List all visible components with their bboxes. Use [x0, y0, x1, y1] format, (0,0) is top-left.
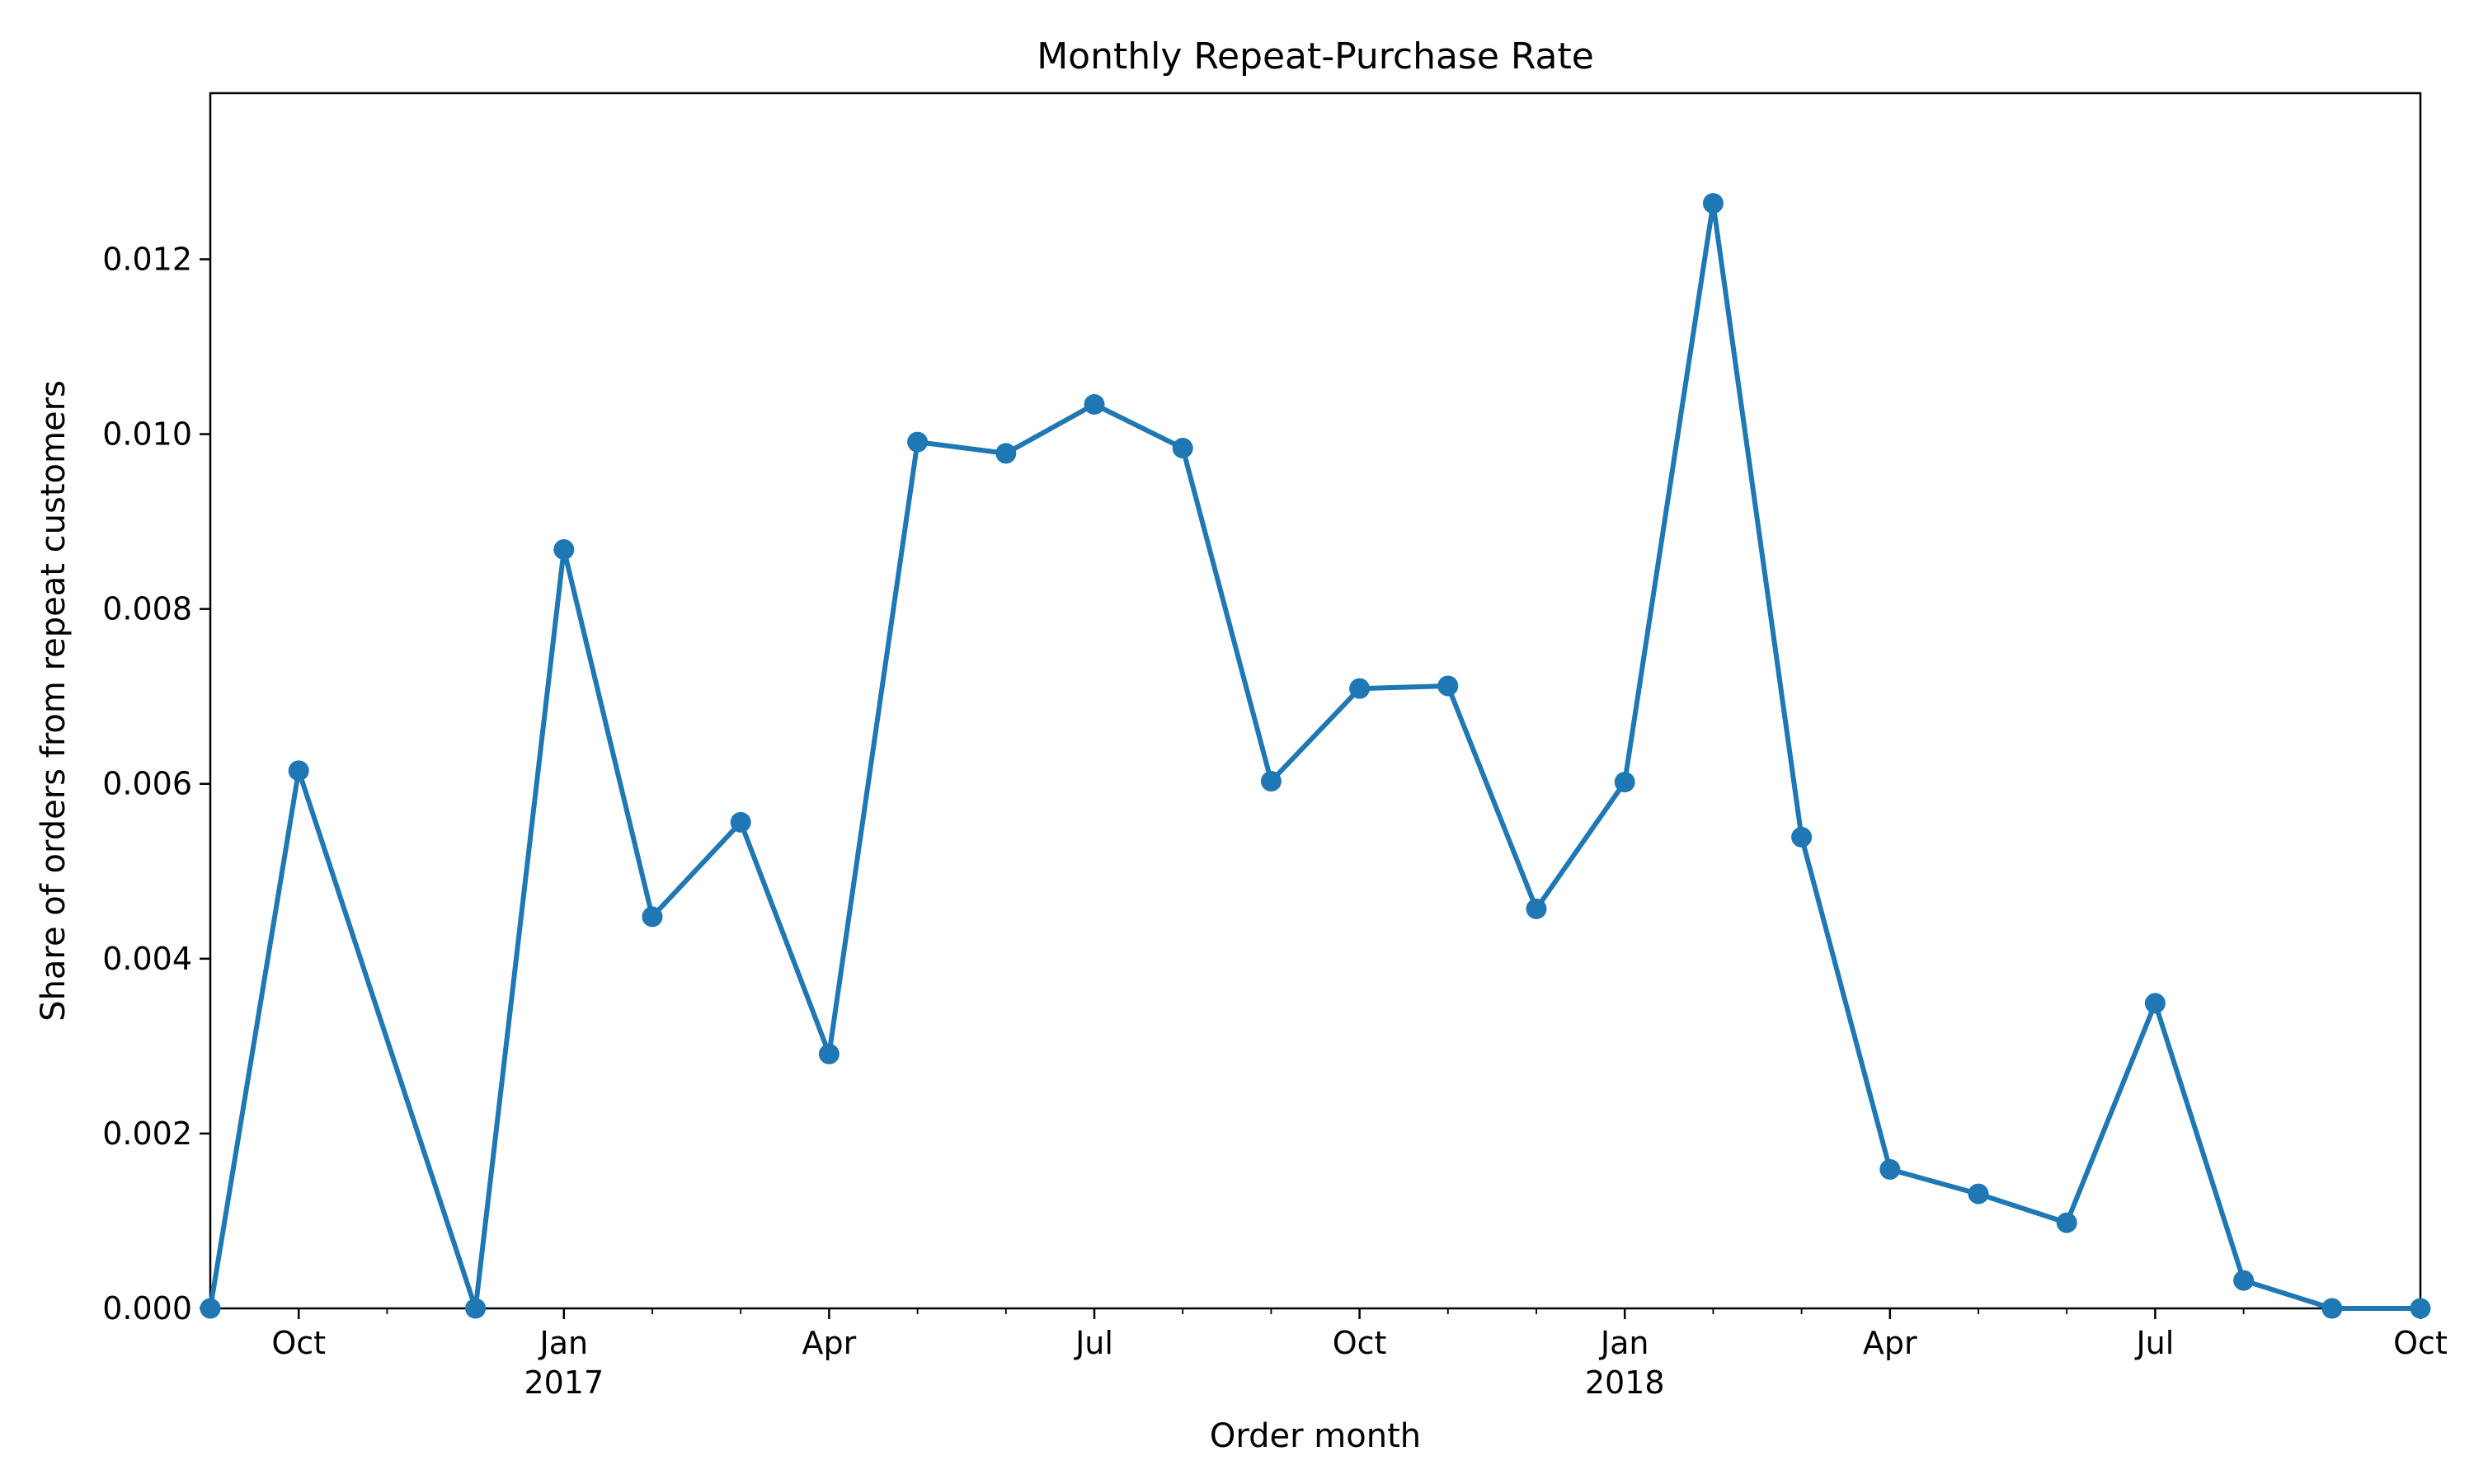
x-tick-year-label: 2017	[524, 1364, 604, 1401]
data-point	[995, 443, 1017, 464]
data-point	[1614, 772, 1635, 793]
x-tick-label: Jan	[1599, 1325, 1649, 1361]
data-point	[818, 1043, 840, 1064]
data-point	[1084, 394, 1105, 416]
x-tick-label: Jul	[2134, 1325, 2174, 1361]
data-point	[1349, 678, 1371, 699]
x-tick-year-label: 2018	[1585, 1364, 1665, 1401]
data-point	[1437, 675, 1459, 697]
chart-title: Monthly Repeat-Purchase Rate	[1037, 35, 1594, 77]
y-tick-label: 0.004	[102, 941, 192, 977]
data-point	[907, 431, 929, 453]
data-point	[2233, 1270, 2255, 1291]
y-axis-label: Share of orders from repeat customers	[35, 380, 73, 1021]
data-point	[1526, 898, 1547, 919]
y-tick-label: 0.008	[102, 591, 192, 627]
x-tick-label: Jul	[1074, 1325, 1113, 1361]
y-axis: 0.000 0.002 0.004 0.006 0.008 0.010 0.012	[102, 241, 210, 1327]
x-tick-label: Jan	[539, 1325, 589, 1361]
data-point	[1968, 1183, 1989, 1205]
x-tick-label: Oct	[271, 1325, 326, 1361]
x-tick-label: Oct	[2393, 1325, 2448, 1361]
data-point	[1791, 826, 1813, 848]
data-point	[1879, 1158, 1901, 1180]
data-point	[465, 1298, 487, 1319]
data-point	[2410, 1298, 2431, 1319]
data-point	[2321, 1298, 2343, 1319]
x-tick-label: Oct	[1333, 1325, 1387, 1361]
x-axis-label: Order month	[1210, 1417, 1421, 1455]
data-point	[2144, 993, 2166, 1014]
data-point	[2056, 1212, 2077, 1233]
y-tick-label: 0.000	[102, 1290, 192, 1327]
data-point	[642, 906, 663, 928]
y-tick-label: 0.006	[102, 766, 192, 802]
y-tick-label: 0.010	[102, 416, 192, 453]
series-points	[200, 193, 2431, 1319]
data-point	[200, 1298, 221, 1319]
x-tick-label: Apr	[1863, 1325, 1917, 1361]
y-tick-label: 0.002	[102, 1115, 192, 1152]
data-point	[553, 539, 575, 561]
x-tick-label: Apr	[802, 1325, 857, 1361]
data-point	[288, 760, 309, 782]
plot-frame	[209, 92, 2422, 1310]
data-point	[1172, 438, 1193, 459]
data-point	[1702, 193, 1724, 214]
data-point	[1260, 771, 1282, 792]
data-point	[730, 811, 751, 833]
y-tick-label: 0.012	[102, 241, 192, 277]
plot-area	[209, 92, 2422, 1310]
